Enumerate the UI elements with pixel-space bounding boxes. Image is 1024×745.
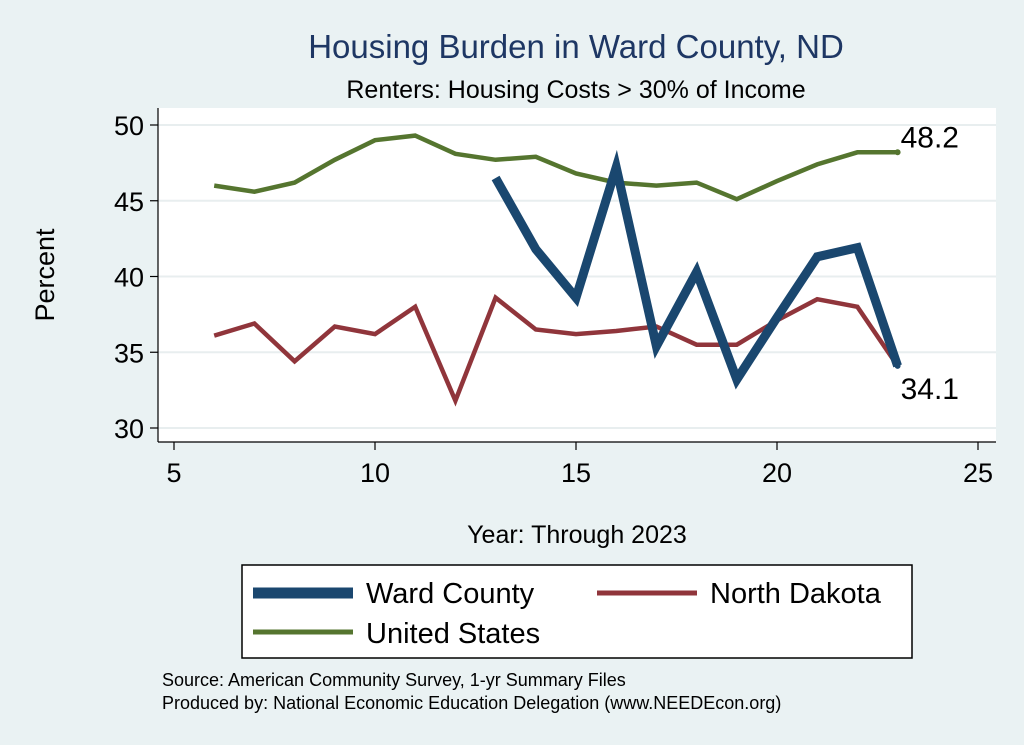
x-tick-label-5: 5 xyxy=(166,458,181,488)
annotation-label-united-states: 48.2 xyxy=(901,121,959,154)
y-tick-label-40: 40 xyxy=(114,263,144,293)
data-point-ward-county-15 xyxy=(576,297,577,298)
data-point-north-dakota-16 xyxy=(616,331,617,332)
y-axis-label: Percent xyxy=(30,228,60,322)
annotations: 48.2 34.1 xyxy=(894,121,959,406)
data-point-north-dakota-7 xyxy=(254,323,255,324)
data-point-united-states-18 xyxy=(696,182,697,183)
axes: 30 35 40 45 50 5 10 15 20 25 xyxy=(114,108,996,488)
data-point-north-dakota-6 xyxy=(214,335,215,336)
data-point-ward-county-18 xyxy=(696,271,697,272)
y-tick-label-50: 50 xyxy=(114,111,144,141)
series-line-north-dakota xyxy=(213,294,900,407)
data-point-north-dakota-13 xyxy=(495,297,496,298)
legend-label-ward-county: Ward County xyxy=(366,578,535,610)
annotation-marker-united-states xyxy=(894,149,901,156)
y-tick-label-30: 30 xyxy=(114,414,144,444)
gridlines xyxy=(158,124,996,429)
x-tick-label-20: 20 xyxy=(762,458,792,488)
annotation-label-ward-county: 34.1 xyxy=(901,373,959,406)
data-point-north-dakota-12 xyxy=(455,400,456,401)
legend-label-north-dakota: North Dakota xyxy=(710,578,882,610)
data-point-north-dakota-15 xyxy=(576,334,577,335)
data-point-north-dakota-18 xyxy=(696,344,697,345)
data-point-united-states-13 xyxy=(495,159,496,160)
data-point-united-states-12 xyxy=(455,153,456,154)
source-note: Source: American Community Survey, 1-yr … xyxy=(162,670,626,690)
x-tick-label-15: 15 xyxy=(561,458,591,488)
data-point-united-states-15 xyxy=(576,173,577,174)
x-axis-label: Year: Through 2023 xyxy=(467,521,687,549)
chart-title: Housing Burden in Ward County, ND xyxy=(308,28,844,65)
data-point-north-dakota-9 xyxy=(334,326,335,327)
data-point-united-states-9 xyxy=(334,159,335,160)
data-point-united-states-22 xyxy=(857,152,858,153)
data-point-ward-county-17 xyxy=(656,346,657,347)
data-point-united-states-14 xyxy=(535,156,536,157)
series-lines xyxy=(213,133,902,407)
legend: Ward County North Dakota United States xyxy=(241,564,913,659)
data-point-ward-county-13 xyxy=(495,178,496,179)
data-point-north-dakota-8 xyxy=(294,361,295,362)
series-line-united-states xyxy=(213,133,898,202)
data-point-north-dakota-10 xyxy=(375,334,376,335)
x-tick-label-25: 25 xyxy=(963,458,993,488)
data-point-ward-county-20 xyxy=(777,317,778,318)
data-point-united-states-21 xyxy=(817,164,818,165)
x-tick-label-10: 10 xyxy=(360,458,390,488)
data-point-ward-county-21 xyxy=(817,256,818,257)
plot-area xyxy=(158,108,996,442)
y-tick-label-35: 35 xyxy=(114,338,144,368)
series-line-ward-county xyxy=(491,149,902,390)
y-tick-label-45: 45 xyxy=(114,187,144,217)
data-point-north-dakota-11 xyxy=(415,306,416,307)
producer-note: Produced by: National Economic Education… xyxy=(162,693,781,713)
data-point-ward-county-14 xyxy=(535,249,536,250)
data-point-north-dakota-19 xyxy=(736,344,737,345)
data-point-united-states-6 xyxy=(214,185,215,186)
data-point-north-dakota-21 xyxy=(817,299,818,300)
data-point-ward-county-22 xyxy=(857,247,858,248)
data-point-united-states-8 xyxy=(294,182,295,183)
data-point-north-dakota-22 xyxy=(857,306,858,307)
data-point-united-states-10 xyxy=(375,140,376,141)
data-point-ward-county-16 xyxy=(616,167,617,168)
data-point-united-states-7 xyxy=(254,191,255,192)
legend-box xyxy=(241,564,913,659)
annotation-marker-ward-county xyxy=(894,362,901,369)
chart-subtitle: Renters: Housing Costs > 30% of Income xyxy=(346,76,805,104)
data-point-united-states-19 xyxy=(736,199,737,200)
data-point-united-states-11 xyxy=(415,135,416,136)
data-point-north-dakota-14 xyxy=(535,329,536,330)
legend-label-united-states: United States xyxy=(366,618,540,650)
data-point-ward-county-19 xyxy=(736,379,737,380)
data-point-united-states-17 xyxy=(656,185,657,186)
data-point-united-states-20 xyxy=(777,181,778,182)
